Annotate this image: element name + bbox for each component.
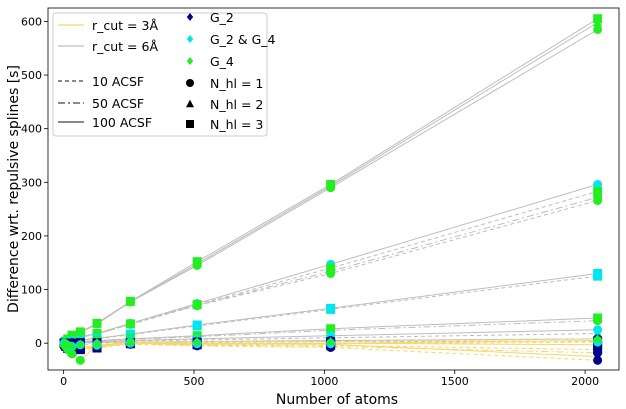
data-point-s20-4: [67, 349, 77, 359]
x-axis-label: Number of atoms: [276, 392, 398, 408]
data-point-s22-8: [192, 336, 202, 346]
legend-label-4: 100 ACSF: [92, 115, 152, 130]
legend-marker-label-4: N_hl = 2: [210, 97, 263, 112]
data-point-s22-9: [326, 336, 336, 346]
data-point-s8-9: [326, 304, 336, 314]
data-point-s22-6: [92, 337, 102, 347]
data-point-s6-10: [593, 196, 603, 206]
data-point-s6-9: [326, 268, 336, 278]
legend-marker-label-3: N_hl = 1: [210, 76, 263, 91]
series-layer: [59, 14, 603, 365]
data-point-s6-8: [192, 301, 202, 311]
y-tick-label-0: 0: [35, 337, 42, 350]
legend-label-0: r_cut = 3Å: [92, 18, 158, 33]
x-tick-label-1500: 1500: [441, 375, 469, 388]
legend-marker-3: [186, 79, 194, 87]
data-point-s2-9: [326, 181, 336, 190]
data-point-s19-10: [593, 355, 603, 365]
legend-marker-4: [186, 99, 194, 108]
y-axis-label: Difference wrt. repulsive splines [s]: [6, 65, 22, 313]
legend-label-3: 50 ACSF: [92, 96, 144, 111]
data-point-s22-10: [593, 333, 603, 343]
y-tick-label-500: 500: [21, 69, 42, 82]
y-tick-label-600: 600: [21, 15, 42, 28]
y-tick-label-100: 100: [21, 284, 42, 297]
legend-marker-label-0: G_2: [210, 10, 234, 25]
data-point-s20-5: [75, 355, 85, 365]
axes-layer: 0 500 1000 1500 2000 0 100 200 300 400 500 600: [21, 7, 620, 388]
data-point-s12-10: [593, 328, 603, 338]
data-point-s3-10: [593, 179, 603, 189]
y-tick-label-400: 400: [21, 123, 42, 136]
legend-label-1: r_cut = 6Å: [92, 39, 158, 54]
y-tick-label-300: 300: [21, 176, 42, 189]
x-tick-label-1000: 1000: [310, 375, 338, 388]
legend-marker-0: [186, 13, 194, 21]
legend: r_cut = 3Å r_cut = 6Å 10 ACSF 50 ACSF 100 AC…: [52, 10, 276, 137]
data-point-s10-10: [593, 316, 603, 326]
data-point-s4-10: [593, 186, 603, 196]
legend-label-2: 10 ACSF: [92, 74, 144, 89]
data-point-s6-7: [125, 319, 135, 329]
legend-marker-1: [186, 35, 194, 43]
x-tick-label-500: 500: [184, 375, 205, 388]
data-point-s22-4: [67, 340, 77, 350]
legend-marker-label-5: N_hl = 3: [210, 117, 263, 132]
plot-frame: [47, 7, 620, 371]
data-point-s8-8: [192, 321, 202, 331]
data-point-s2-6: [92, 318, 102, 328]
legend-marker-label-1: G_2 & G_4: [210, 32, 276, 47]
x-tick-label-2000: 2000: [571, 375, 599, 388]
data-point-s2-8: [192, 258, 202, 268]
data-point-s8-10: [593, 271, 603, 281]
data-point-s2-7: [125, 296, 135, 306]
legend-box: [52, 12, 268, 137]
legend-marker-2: [186, 57, 194, 65]
data-point-s0-10: [593, 24, 603, 34]
legend-marker-5: [186, 120, 194, 128]
x-tick-label-0: 0: [60, 375, 67, 388]
y-tick-label-200: 200: [21, 230, 42, 243]
legend-marker-label-2: G_4: [210, 54, 234, 69]
data-point-s2-10: [593, 17, 603, 27]
data-point-s22-7: [125, 337, 135, 346]
data-point-s22-5: [75, 339, 85, 348]
